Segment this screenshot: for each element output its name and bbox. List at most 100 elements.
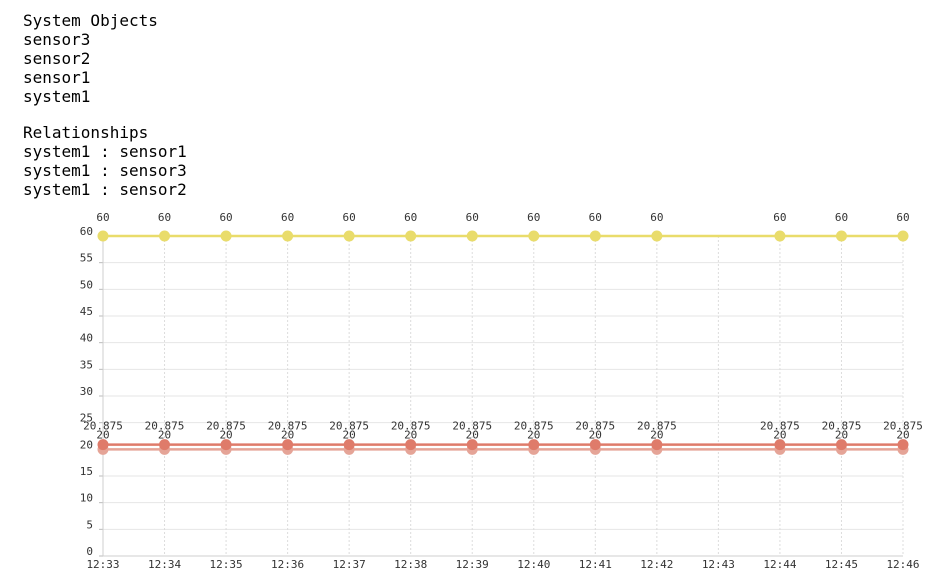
- y-tick-label: 40: [80, 332, 93, 345]
- y-tick-label: 20: [80, 438, 93, 451]
- data-point: [220, 439, 232, 451]
- data-point: [343, 439, 355, 451]
- data-label: 20: [281, 428, 294, 441]
- x-tick-label: 12:42: [640, 558, 673, 571]
- data-point: [651, 230, 663, 242]
- data-label: 20: [219, 428, 232, 441]
- x-tick-label: 12:41: [579, 558, 612, 571]
- system-objects-title: System Objects: [23, 11, 158, 30]
- data-point: [774, 439, 786, 451]
- data-label: 60: [773, 211, 786, 224]
- y-tick-label: 15: [80, 465, 93, 478]
- data-label: 60: [589, 211, 602, 224]
- object-item: sensor1: [23, 68, 91, 87]
- data-point: [835, 439, 847, 451]
- data-point: [97, 439, 109, 451]
- data-point: [220, 230, 232, 242]
- relationships-block: Relationships system1 : sensor1 system1 …: [23, 123, 187, 199]
- x-tick-label: 12:38: [394, 558, 427, 571]
- data-label: 60: [650, 211, 663, 224]
- relationship-item: system1 : sensor2: [23, 180, 187, 199]
- data-label: 60: [835, 211, 848, 224]
- data-label: 20: [466, 428, 479, 441]
- data-label: 60: [527, 211, 540, 224]
- data-label: 20.875: [329, 420, 369, 433]
- data-label: 20: [896, 428, 909, 441]
- x-tick-label: 12:34: [148, 558, 181, 571]
- y-tick-label: 5: [86, 518, 93, 531]
- data-label: 20.875: [145, 420, 185, 433]
- data-label: 20.875: [575, 420, 615, 433]
- x-tick-label: 12:33: [86, 558, 119, 571]
- data-label: 20.875: [760, 420, 800, 433]
- data-label: 60: [343, 211, 356, 224]
- data-point: [159, 439, 171, 451]
- x-tick-label: 12:39: [456, 558, 489, 571]
- data-label: 20: [343, 428, 356, 441]
- data-label: 60: [96, 211, 109, 224]
- object-item: sensor3: [23, 30, 91, 49]
- data-label: 20: [650, 428, 663, 441]
- x-tick-label: 12:45: [825, 558, 858, 571]
- y-tick-label: 35: [80, 358, 93, 371]
- data-label: 60: [158, 211, 171, 224]
- y-tick-label: 50: [80, 278, 93, 291]
- data-label: 60: [281, 211, 294, 224]
- relationships-title: Relationships: [23, 123, 149, 142]
- data-point: [159, 230, 171, 242]
- data-label: 20.875: [206, 420, 246, 433]
- data-label: 60: [466, 211, 479, 224]
- data-point: [774, 230, 786, 242]
- y-tick-label: 0: [86, 545, 93, 558]
- data-label: 20: [527, 428, 540, 441]
- data-label: 20: [835, 428, 848, 441]
- data-label: 60: [896, 211, 909, 224]
- data-point: [897, 230, 909, 242]
- x-tick-label: 12:36: [271, 558, 304, 571]
- data-label: 60: [404, 211, 417, 224]
- data-label: 20.875: [514, 420, 554, 433]
- data-point: [897, 439, 909, 451]
- data-label: 20.875: [822, 420, 862, 433]
- data-label: 20: [773, 428, 786, 441]
- data-point: [466, 230, 478, 242]
- x-tick-label: 12:37: [333, 558, 366, 571]
- y-tick-label: 30: [80, 385, 93, 398]
- data-point: [589, 439, 601, 451]
- x-tick-label: 12:43: [702, 558, 735, 571]
- relationship-item: system1 : sensor3: [23, 161, 187, 180]
- y-tick-label: 60: [80, 225, 93, 238]
- x-tick-label: 12:44: [763, 558, 796, 571]
- data-point: [651, 439, 663, 451]
- y-tick-label: 55: [80, 252, 93, 265]
- data-point: [589, 230, 601, 242]
- data-point: [466, 439, 478, 451]
- relationship-item: system1 : sensor1: [23, 142, 187, 161]
- data-point: [97, 230, 109, 242]
- data-label: 20: [96, 428, 109, 441]
- data-label: 20: [404, 428, 417, 441]
- data-label: 60: [219, 211, 232, 224]
- data-label: 20: [589, 428, 602, 441]
- data-label: 20.875: [637, 420, 677, 433]
- data-point: [835, 230, 847, 242]
- y-tick-label: 10: [80, 492, 93, 505]
- data-point: [405, 230, 417, 242]
- x-tick-label: 12:46: [886, 558, 919, 571]
- data-point: [282, 230, 294, 242]
- y-tick-label: 25: [80, 412, 93, 425]
- data-point: [528, 230, 540, 242]
- data-label: 20.875: [391, 420, 431, 433]
- data-point: [282, 439, 294, 451]
- x-tick-label: 12:40: [517, 558, 550, 571]
- object-item: system1: [23, 87, 91, 106]
- data-point: [343, 230, 355, 242]
- data-label: 20: [158, 428, 171, 441]
- data-label: 20.875: [883, 420, 923, 433]
- y-tick-label: 45: [80, 305, 93, 318]
- data-label: 20.875: [83, 420, 123, 433]
- data-label: 20.875: [268, 420, 308, 433]
- x-tick-label: 12:35: [210, 558, 243, 571]
- system-objects-block: System Objects sensor3 sensor2 sensor1 s…: [23, 11, 158, 106]
